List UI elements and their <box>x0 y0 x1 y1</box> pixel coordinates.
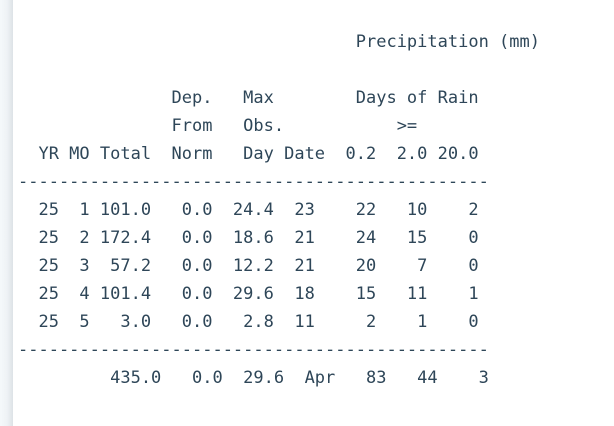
page-left-edge <box>0 0 13 426</box>
report-blank-line <box>18 56 540 84</box>
report-divider-bottom: ----------------------------------------… <box>18 340 489 360</box>
report-column-header-line: YR MO Total Norm Day Date 0.2 2.0 20.0 <box>18 144 479 164</box>
report-data-row-mar: 25 3 57.2 0.0 12.2 21 20 7 0 <box>18 256 479 276</box>
report-divider-top: ----------------------------------------… <box>18 172 489 192</box>
report-header-line-1: Dep. Max Days of Rain <box>18 88 479 108</box>
report-data-row-may: 25 5 3.0 0.0 2.8 11 2 1 0 <box>18 312 479 332</box>
noaa-precipitation-report: Precipitation (mm) Dep. Max Days of Rain… <box>18 28 540 392</box>
report-data-row-apr: 25 4 101.4 0.0 29.6 18 15 11 1 <box>18 284 479 304</box>
report-header-line-2: From Obs. >= <box>18 116 418 136</box>
report-data-row-feb: 25 2 172.4 0.0 18.6 21 24 15 0 <box>18 228 479 248</box>
report-totals-row: 435.0 0.0 29.6 Apr 83 44 3 <box>18 368 489 388</box>
report-title-line: Precipitation (mm) <box>18 32 540 52</box>
report-data-row-jan: 25 1 101.0 0.0 24.4 23 22 10 2 <box>18 200 479 220</box>
